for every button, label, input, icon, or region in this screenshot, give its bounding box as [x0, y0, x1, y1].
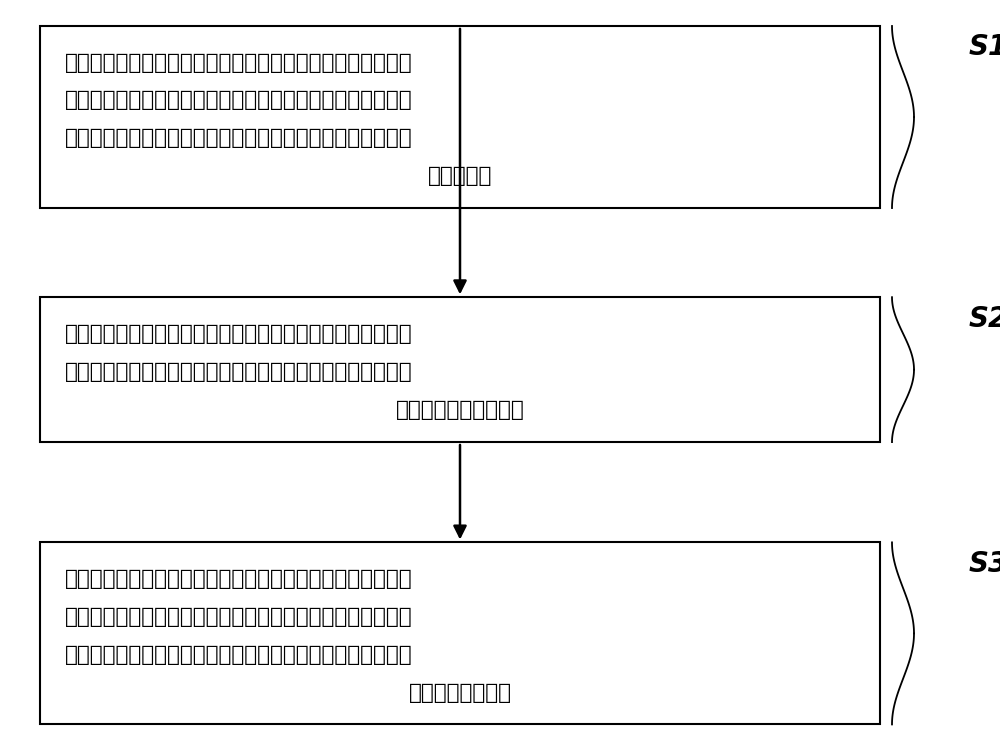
- Bar: [40, 542, 880, 724]
- Text: S1: S1: [969, 33, 1000, 62]
- Text: 管控的远程服务器: 管控的远程服务器: [408, 683, 511, 703]
- Bar: [40, 26, 880, 208]
- Text: 设置一用于通过地图形式展示多个所述智能充换电管控制设备: 设置一用于通过地图形式展示多个所述智能充换电管控制设备: [65, 324, 413, 344]
- Text: 电和结束充电的客户端: 电和结束充电的客户端: [396, 400, 524, 420]
- Text: 一个充电插座的智能充换电管控制设备；所述智能充换电管控: 一个充电插座的智能充换电管控制设备；所述智能充换电管控: [65, 91, 413, 111]
- Text: 制设备通过控制所述充电插座中电源的通断控制向所述汽车充: 制设备通过控制所述充电插座中电源的通断控制向所述汽车充: [65, 129, 413, 149]
- Text: S3: S3: [969, 550, 1000, 578]
- Text: 电器的供电: 电器的供电: [428, 166, 492, 186]
- Text: 设置一与供电电源相连并配置有用于与汽车充电器相连的至少: 设置一与供电电源相连并配置有用于与汽车充电器相连的至少: [65, 53, 413, 73]
- Text: S2: S2: [969, 305, 1000, 333]
- Text: 络建立连接用于实现所述智能充换电管控制设备和所述客户端: 络建立连接用于实现所述智能充换电管控制设备和所述客户端: [65, 607, 413, 627]
- Bar: [40, 297, 880, 442]
- Text: 之间的通信并对所述智能充换电管控制设备和所述客户端进行: 之间的通信并对所述智能充换电管控制设备和所述客户端进行: [65, 645, 413, 665]
- Text: 并通过二维码扫描形式控制所述智能充换电管控制设备启动充: 并通过二维码扫描形式控制所述智能充换电管控制设备启动充: [65, 362, 413, 382]
- Text: 设置一与多个所述智能充换电管控制设备和所述客户端通过网: 设置一与多个所述智能充换电管控制设备和所述客户端通过网: [65, 569, 413, 589]
